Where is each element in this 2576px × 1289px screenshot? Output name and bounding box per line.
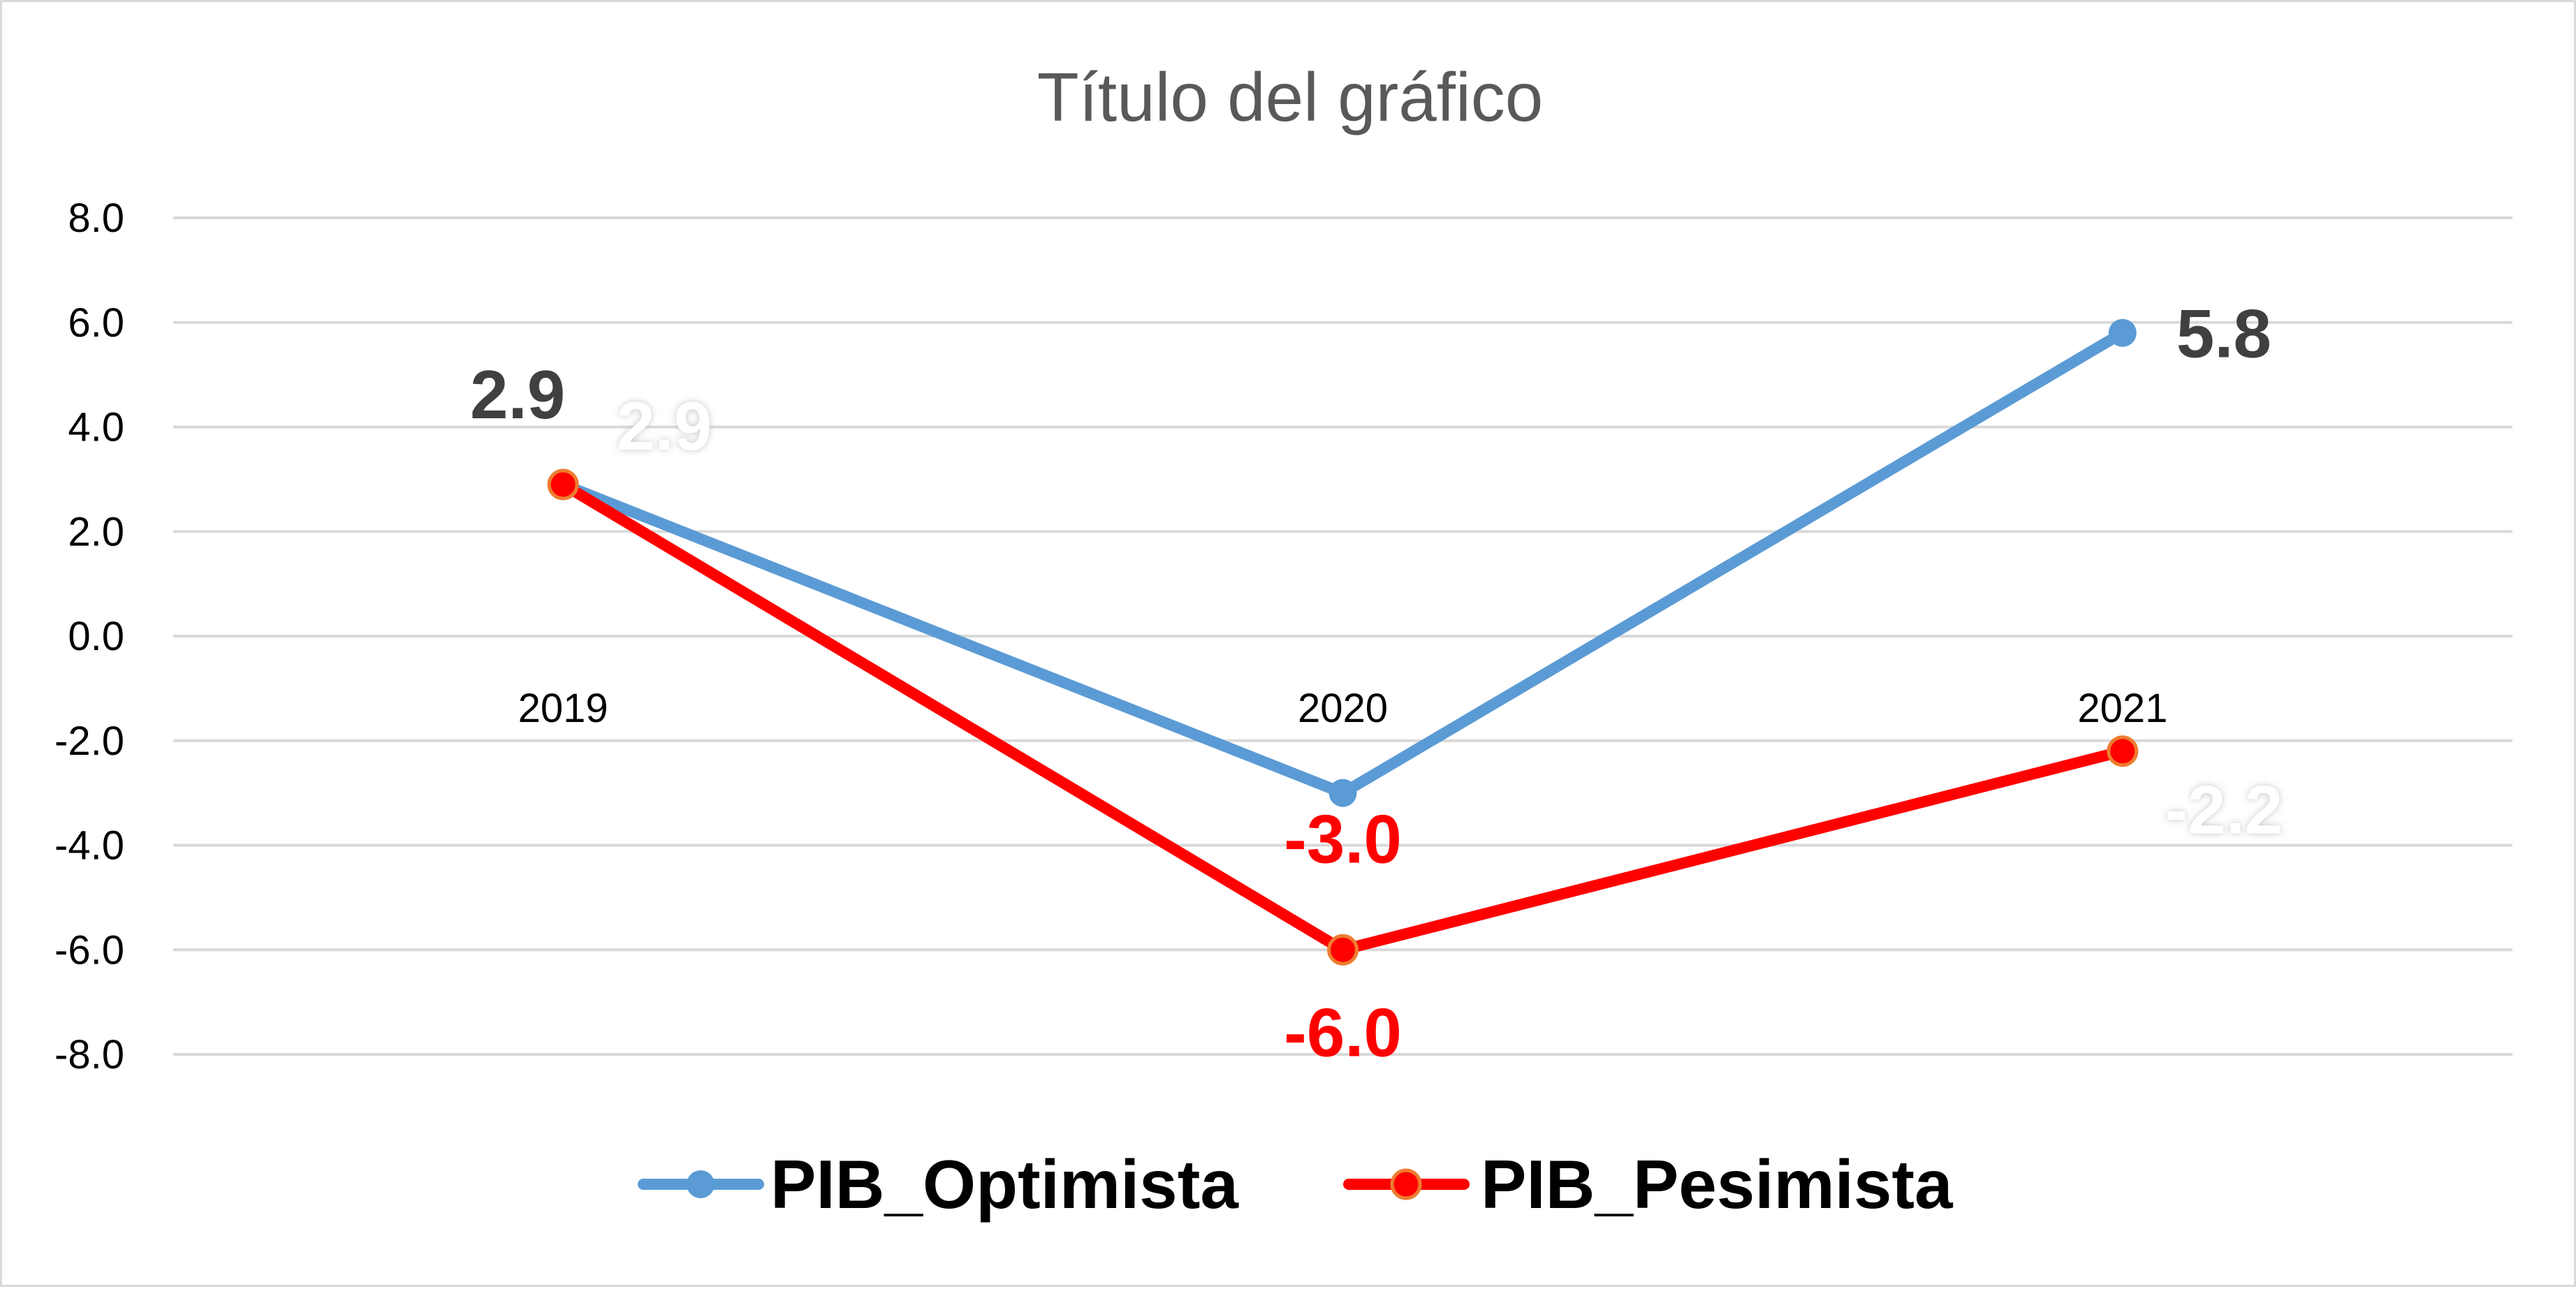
legend-entry-pib-optimista[interactable]: PIB_Optimista <box>638 1146 1239 1223</box>
data-label: 2.9 <box>470 356 565 433</box>
series-point <box>1329 779 1357 807</box>
y-tick-label: 0.0 <box>68 614 124 659</box>
y-tick-label: -6.0 <box>54 927 124 973</box>
data-label: -2.2 <box>2165 772 2283 848</box>
series-layer <box>547 318 2139 966</box>
data-label: 5.8 <box>2176 295 2271 372</box>
chart-title: Título del gráfico <box>1037 59 1543 135</box>
legend[interactable]: PIB_Optimista PIB_Pesimista <box>638 1146 1954 1223</box>
y-tick-label: -8.0 <box>54 1032 124 1077</box>
y-tick-label: -2.0 <box>54 719 124 764</box>
y-tick-label: -4.0 <box>54 823 124 869</box>
series-point <box>2107 735 2139 767</box>
series-point <box>547 469 579 501</box>
y-axis-ticks: 8.0 6.0 4.0 2.0 0.0 -2.0 -4.0 -6.0 -8.0 <box>54 196 124 1077</box>
data-labels: 2.9 -3.0 5.8 2.9 -6.0 -2.2 <box>470 295 2283 1071</box>
y-tick-label: 4.0 <box>68 405 124 450</box>
legend-label: PIB_Optimista <box>770 1146 1239 1223</box>
data-label: -3.0 <box>1284 801 1402 878</box>
x-tick-label: 2019 <box>518 686 608 731</box>
y-tick-label: 8.0 <box>68 196 124 241</box>
legend-marker-icon <box>687 1170 715 1198</box>
series-point <box>2108 318 2137 347</box>
y-tick-label: 2.0 <box>68 509 124 554</box>
x-tick-label: 2021 <box>2077 686 2167 731</box>
legend-entry-pib-pesimista[interactable]: PIB_Pesimista <box>1343 1146 1954 1223</box>
data-label: -6.0 <box>1284 994 1402 1070</box>
x-axis-ticks: 2019 2020 2021 <box>518 686 2168 731</box>
x-tick-label: 2020 <box>1298 686 1388 731</box>
series-point <box>1327 934 1359 966</box>
legend-label: PIB_Pesimista <box>1481 1146 1954 1223</box>
legend-marker-icon <box>1390 1168 1422 1200</box>
gridlines <box>173 216 2512 1056</box>
data-label: 2.9 <box>617 388 712 464</box>
y-tick-label: 6.0 <box>68 300 124 346</box>
